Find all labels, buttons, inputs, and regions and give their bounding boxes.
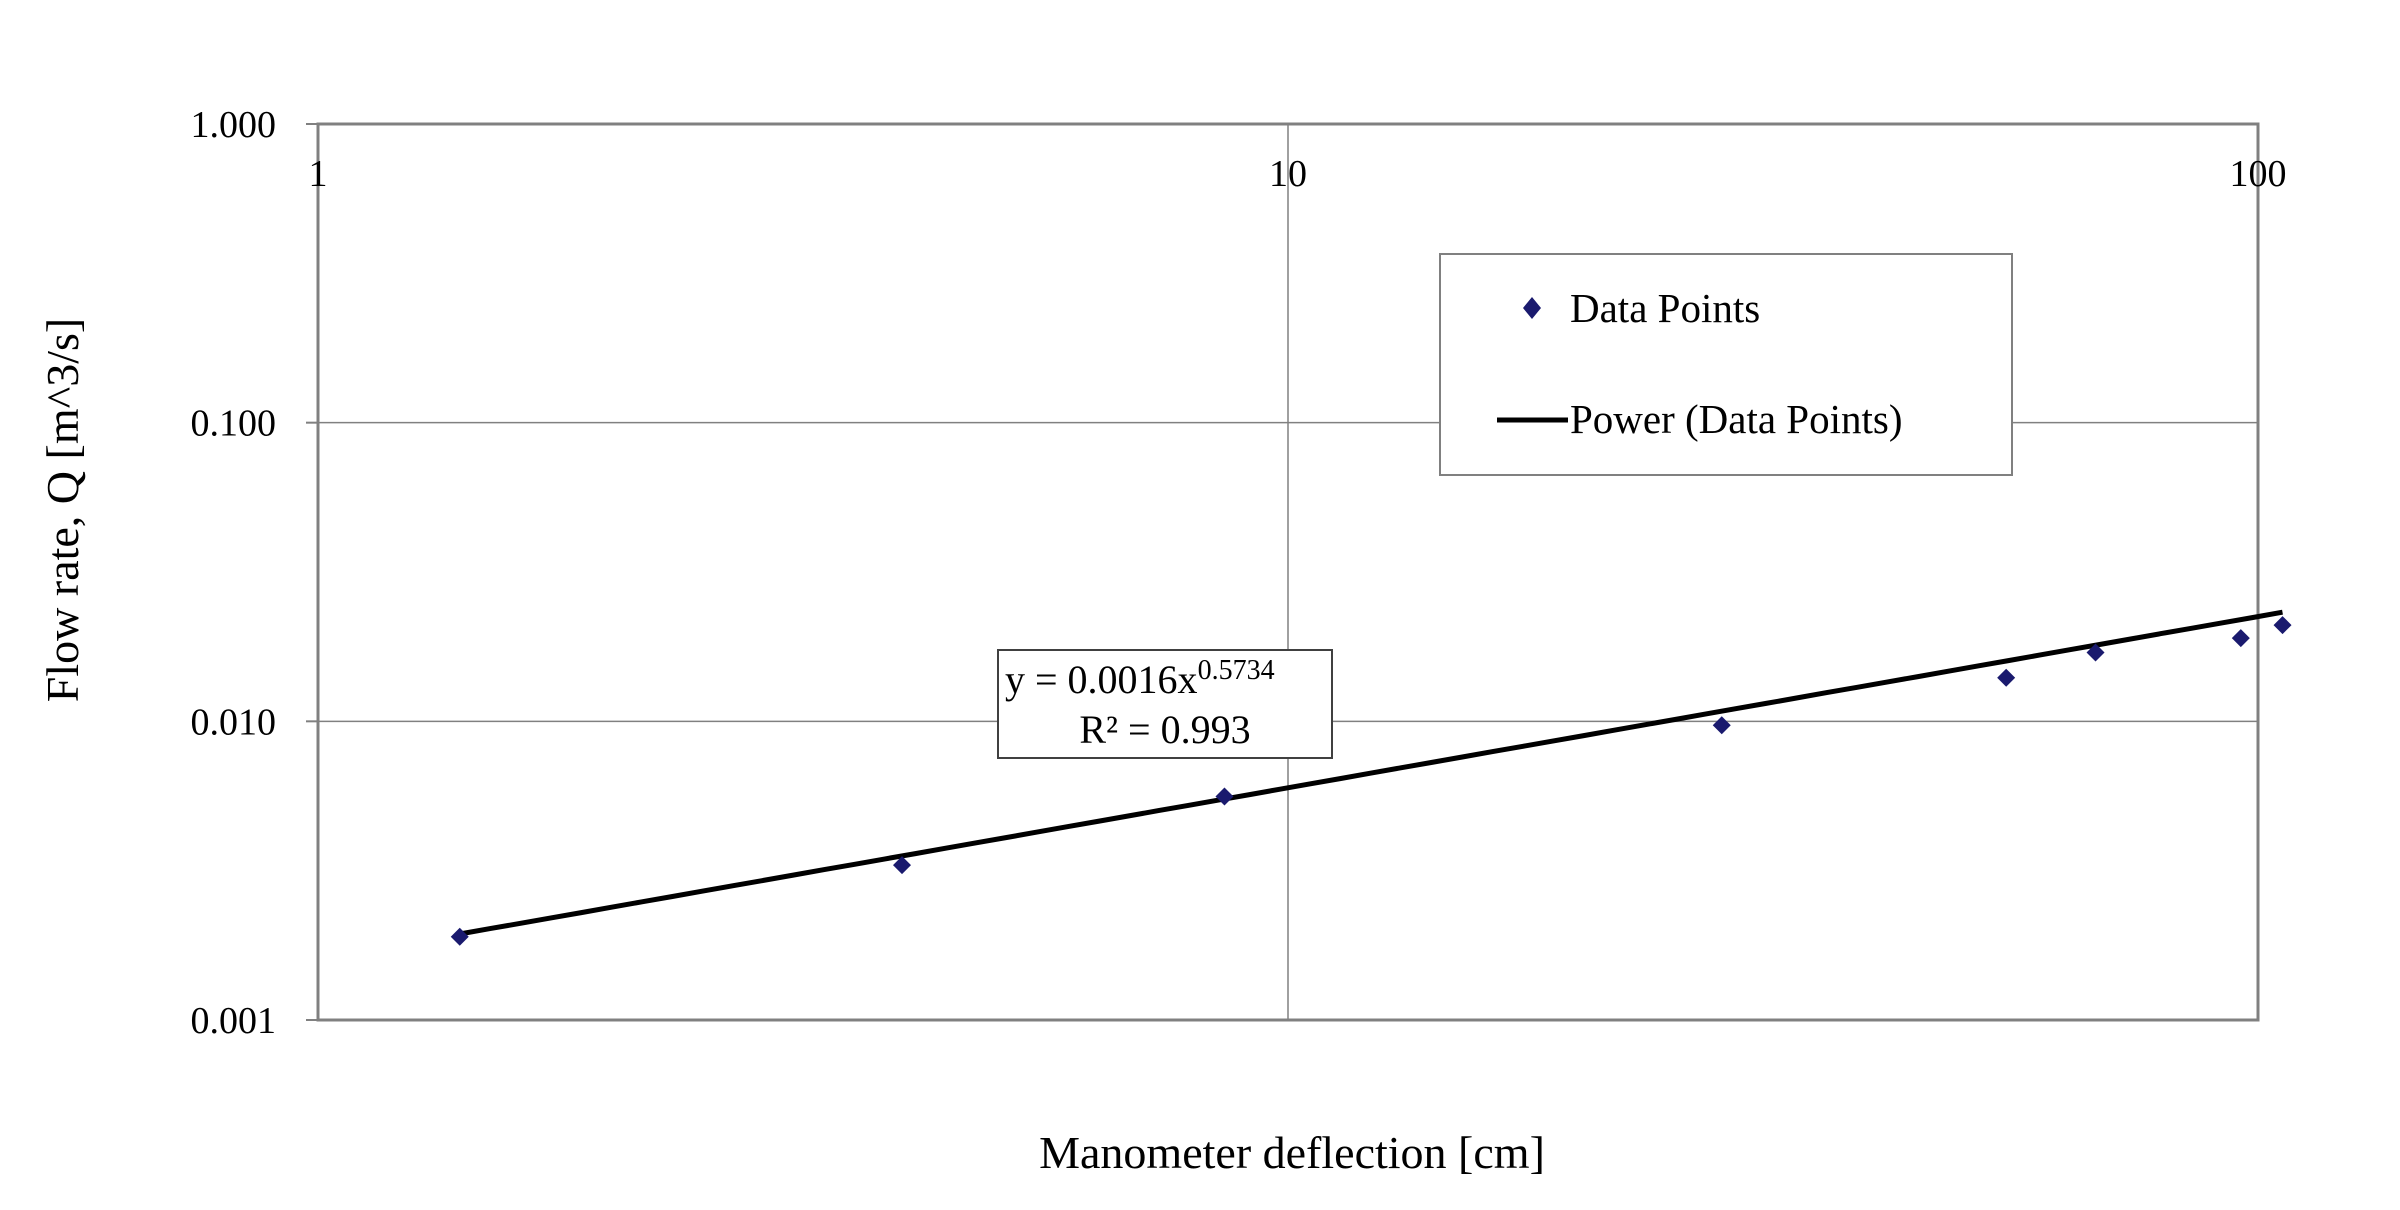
trendline-r-squared: R² = 0.993 bbox=[1079, 707, 1250, 752]
legend-marker-diamond bbox=[1523, 297, 1541, 319]
data-point-6 bbox=[2231, 629, 2250, 648]
x-tick-label-0: 1 bbox=[309, 153, 328, 195]
y-tick-label-1: 0.100 bbox=[191, 403, 277, 445]
plot-area-border bbox=[316, 122, 2260, 1022]
legend-label-data-points: Data Points bbox=[1570, 285, 1760, 331]
data-point-4 bbox=[1997, 668, 2016, 687]
data-point-0 bbox=[450, 927, 469, 946]
y-axis-title: Flow rate, Q [m^3/s] bbox=[37, 318, 88, 702]
y-tick-label-2: 0.010 bbox=[191, 701, 277, 743]
x-tick-label-2: 100 bbox=[2230, 153, 2287, 195]
x-tick-label-1: 10 bbox=[1269, 153, 1307, 195]
trendline-equation-base: y = 0.0016x bbox=[1005, 657, 1198, 702]
data-point-7 bbox=[2273, 616, 2292, 635]
trendline-label-box bbox=[997, 649, 1333, 759]
data-point-1 bbox=[892, 856, 911, 875]
data-point-5 bbox=[2086, 643, 2105, 662]
power-trendline bbox=[459, 609, 2283, 937]
y-tick-label-0: 1.000 bbox=[191, 104, 277, 146]
y-axis-tick-labels: 1.000 0.100 0.010 0.001 bbox=[191, 104, 318, 1042]
legend-box bbox=[1439, 253, 2013, 476]
legend: Data Points Power (Data Points) bbox=[1439, 253, 2013, 476]
data-point-2 bbox=[1215, 787, 1234, 806]
data-point-3 bbox=[1712, 716, 1731, 735]
trendline-label: y = 0.0016x0.5734 R² = 0.993 bbox=[997, 649, 1333, 759]
plot-series bbox=[450, 609, 2292, 946]
x-axis-tick-labels: 1 10 100 bbox=[309, 153, 2287, 195]
trendline-equation: y = 0.0016x0.5734 bbox=[1005, 655, 1275, 702]
legend-label-power: Power (Data Points) bbox=[1570, 396, 1903, 442]
y-tick-label-3: 0.001 bbox=[191, 1000, 277, 1042]
x-axis-title: Manometer deflection [cm] bbox=[1039, 1127, 1545, 1178]
trendline-equation-exponent: 0.5734 bbox=[1198, 655, 1275, 686]
